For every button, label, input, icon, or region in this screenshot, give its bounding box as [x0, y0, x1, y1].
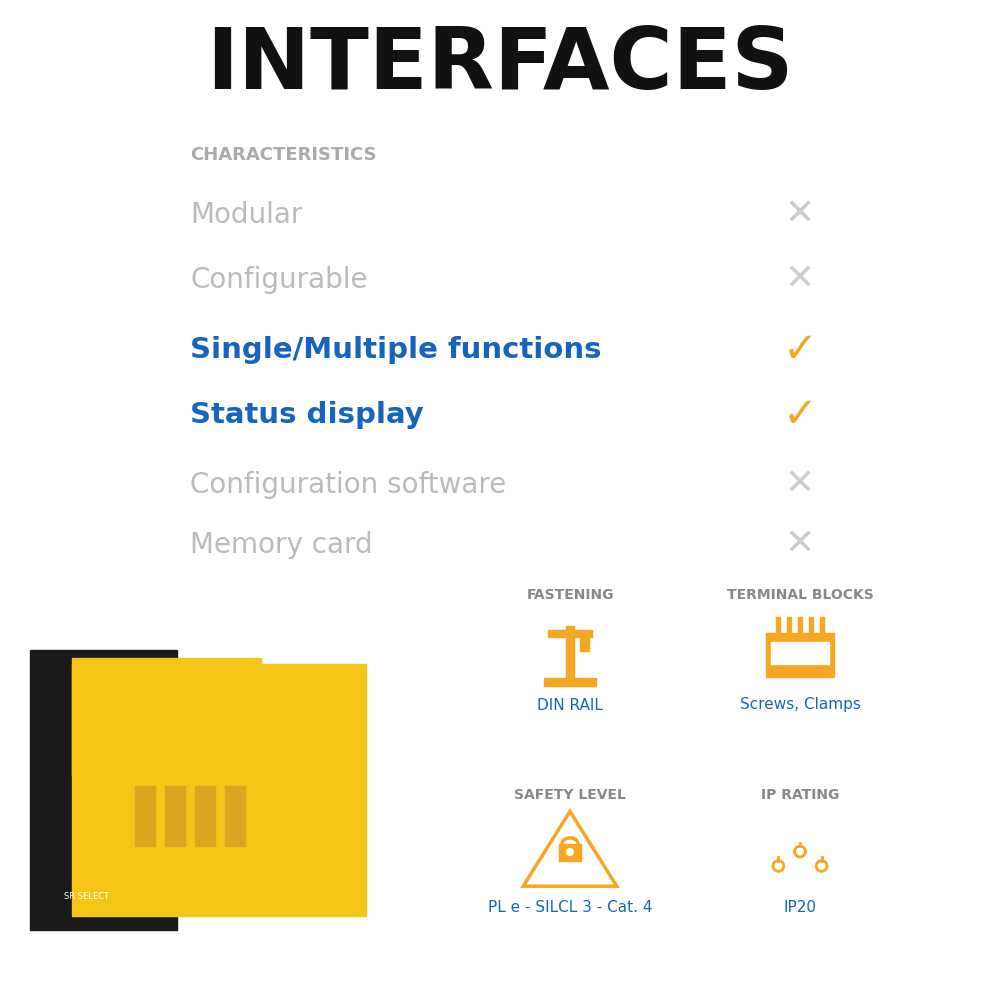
Circle shape: [798, 655, 802, 660]
Bar: [771, 642, 829, 664]
Bar: [580, 637, 589, 651]
Bar: [566, 626, 574, 684]
Circle shape: [786, 655, 791, 660]
Text: DIN RAIL: DIN RAIL: [537, 698, 603, 712]
Text: IP RATING: IP RATING: [761, 788, 839, 802]
Circle shape: [809, 655, 814, 660]
Text: ✕: ✕: [785, 263, 815, 297]
Bar: [225, 786, 245, 846]
Text: CHARACTERISTICS: CHARACTERISTICS: [190, 146, 377, 164]
Text: FASTENING: FASTENING: [526, 588, 614, 602]
Text: SR SELECT: SR SELECT: [64, 892, 109, 901]
Text: Configuration software: Configuration software: [190, 471, 506, 499]
Bar: [559, 844, 581, 861]
Bar: [195, 786, 215, 846]
Circle shape: [775, 655, 780, 660]
Text: ✓: ✓: [783, 394, 817, 436]
Text: Single/Multiple functions: Single/Multiple functions: [190, 336, 602, 364]
Text: Memory card: Memory card: [190, 531, 373, 559]
Text: PL e - SILCL 3 - Cat. 4: PL e - SILCL 3 - Cat. 4: [488, 900, 652, 914]
Circle shape: [820, 655, 825, 660]
Bar: [165, 786, 185, 846]
Text: ✕: ✕: [785, 468, 815, 502]
Text: Screws, Clamps: Screws, Clamps: [740, 698, 860, 712]
Bar: [776, 617, 780, 633]
Text: INTERFACES: INTERFACES: [206, 23, 794, 106]
Bar: [766, 633, 834, 677]
Bar: [72, 664, 366, 916]
Text: Configurable: Configurable: [190, 266, 368, 294]
Circle shape: [567, 849, 573, 855]
Bar: [787, 617, 791, 633]
Bar: [548, 630, 592, 637]
Bar: [820, 617, 824, 633]
Text: Modular: Modular: [190, 201, 302, 229]
Text: ✕: ✕: [785, 198, 815, 232]
Bar: [798, 617, 802, 633]
Text: Status display: Status display: [190, 401, 424, 429]
Bar: [72, 658, 261, 776]
Text: TERMINAL BLOCKS: TERMINAL BLOCKS: [727, 588, 873, 602]
Text: SAFETY LEVEL: SAFETY LEVEL: [514, 788, 626, 802]
Text: ✓: ✓: [783, 329, 817, 371]
Text: IP20: IP20: [784, 900, 816, 914]
Bar: [809, 617, 813, 633]
Text: ✕: ✕: [785, 528, 815, 562]
Bar: [544, 678, 596, 686]
Bar: [135, 786, 155, 846]
Bar: [30, 650, 177, 930]
